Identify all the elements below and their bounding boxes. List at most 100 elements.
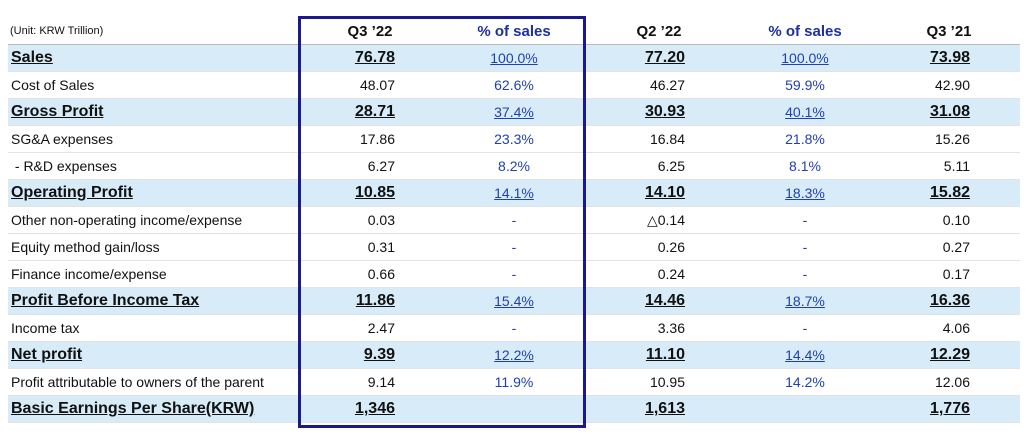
percent-cell: 100.0%: [442, 44, 586, 72]
percent-cell: 14.1%: [442, 179, 586, 207]
table-row: Gross Profit 28.71 37.4% 30.93 40.1% 31.08: [8, 98, 1020, 126]
table-row: Profit attributable to owners of the par…: [8, 368, 1020, 396]
value-cell: 11.86: [298, 287, 442, 315]
row-label: Gross Profit: [8, 98, 298, 126]
percent-cell: -: [442, 314, 586, 342]
table-row: Other non-operating income/expense 0.03 - △…: [8, 206, 1020, 234]
percent-cell: -: [442, 233, 586, 261]
row-label: SG&A expenses: [8, 125, 298, 153]
percent-cell: 12.2%: [442, 341, 586, 369]
value-cell: 17.86: [298, 125, 442, 153]
value-cell: 6.25: [586, 152, 732, 180]
percent-cell: 59.9%: [732, 71, 878, 99]
table-row: Profit Before Income Tax 11.86 15.4% 14.46 1…: [8, 287, 1020, 315]
table-row: Finance income/expense 0.66-0.24-0.17: [8, 260, 1020, 288]
value-cell: 31.08: [878, 98, 1020, 126]
column-header: % of sales: [732, 18, 878, 45]
table-row: Income tax 2.47-3.36-4.06: [8, 314, 1020, 342]
value-cell: 30.93: [586, 98, 732, 126]
percent-cell: 11.9%: [442, 368, 586, 396]
row-label: Income tax: [8, 314, 298, 342]
value-cell: △0.14: [586, 206, 732, 234]
percent-cell: 62.6%: [442, 71, 586, 99]
value-cell: 9.39: [298, 341, 442, 369]
value-cell: 0.03: [298, 206, 442, 234]
unit-label: (Unit: KRW Trillion): [8, 18, 298, 45]
value-cell: 4.06: [878, 314, 1020, 342]
row-label: Basic Earnings Per Share(KRW): [8, 395, 298, 423]
column-header: Q2 ’22: [586, 18, 732, 45]
value-cell: 42.90: [878, 71, 1020, 99]
table-row: SG&A expenses 17.86 23.3% 16.84 21.8% 15.26: [8, 125, 1020, 153]
percent-cell: 15.4%: [442, 287, 586, 315]
percent-cell: 37.4%: [442, 98, 586, 126]
percent-cell: -: [732, 233, 878, 261]
value-cell: 11.10: [586, 341, 732, 369]
value-cell: 15.26: [878, 125, 1020, 153]
value-cell: 1,613: [586, 395, 732, 423]
percent-cell: 40.1%: [732, 98, 878, 126]
value-cell: 0.27: [878, 233, 1020, 261]
row-label: Other non-operating income/expense: [8, 206, 298, 234]
percent-cell: 100.0%: [732, 44, 878, 72]
percent-cell: -: [732, 314, 878, 342]
value-cell: 15.82: [878, 179, 1020, 207]
value-cell: 48.07: [298, 71, 442, 99]
value-cell: 0.24: [586, 260, 732, 288]
value-cell: 12.06: [878, 368, 1020, 396]
value-cell: 0.26: [586, 233, 732, 261]
percent-cell: 18.7%: [732, 287, 878, 315]
table-row: Equity method gain/loss 0.31-0.26-0.27: [8, 233, 1020, 261]
percent-cell: -: [732, 260, 878, 288]
percent-cell: 23.3%: [442, 125, 586, 153]
value-cell: 14.46: [586, 287, 732, 315]
value-cell: 0.31: [298, 233, 442, 261]
row-label: Net profit: [8, 341, 298, 369]
value-cell: 46.27: [586, 71, 732, 99]
percent-cell: 14.2%: [732, 368, 878, 396]
value-cell: 14.10: [586, 179, 732, 207]
value-cell: 5.11: [878, 152, 1020, 180]
column-header: Q3 ’21: [878, 18, 1020, 45]
table-row: Cost of Sales 48.07 62.6% 46.27 59.9% 42.90: [8, 71, 1020, 99]
income-table: (Unit: KRW Trillion) Q3 ’22% of sales Q2 ’…: [8, 18, 1020, 423]
percent-cell: 14.4%: [732, 341, 878, 369]
percent-cell: [442, 395, 586, 423]
row-label: Operating Profit: [8, 179, 298, 207]
value-cell: 9.14: [298, 368, 442, 396]
table-row: Sales 76.78 100.0% 77.20 100.0% 73.98: [8, 44, 1020, 72]
percent-cell: 18.3%: [732, 179, 878, 207]
table-row: Net profit 9.39 12.2% 11.10 14.4% 12.29: [8, 341, 1020, 369]
value-cell: 76.78: [298, 44, 442, 72]
row-label: Profit Before Income Tax: [8, 287, 298, 315]
percent-cell: [732, 395, 878, 423]
value-cell: 16.84: [586, 125, 732, 153]
table-row: Operating Profit 10.85 14.1% 14.10 18.3% 15.8…: [8, 179, 1020, 207]
value-cell: 10.85: [298, 179, 442, 207]
value-cell: 6.27: [298, 152, 442, 180]
row-label: - R&D expenses: [8, 152, 298, 180]
value-cell: 77.20: [586, 44, 732, 72]
row-label: Sales: [8, 44, 298, 72]
value-cell: 1,776: [878, 395, 1020, 423]
table-row: Basic Earnings Per Share(KRW) 1,346 1,613 1…: [8, 395, 1020, 423]
percent-cell: 8.2%: [442, 152, 586, 180]
value-cell: 16.36: [878, 287, 1020, 315]
value-cell: 2.47: [298, 314, 442, 342]
column-header: % of sales: [442, 18, 586, 45]
percent-cell: -: [442, 260, 586, 288]
value-cell: 73.98: [878, 44, 1020, 72]
percent-cell: 21.8%: [732, 125, 878, 153]
row-label: Profit attributable to owners of the par…: [8, 368, 298, 396]
value-cell: 10.95: [586, 368, 732, 396]
row-label: Finance income/expense: [8, 260, 298, 288]
header-row: (Unit: KRW Trillion) Q3 ’22% of sales Q2 ’…: [8, 18, 1020, 45]
percent-cell: -: [732, 206, 878, 234]
value-cell: 0.66: [298, 260, 442, 288]
percent-cell: 8.1%: [732, 152, 878, 180]
value-cell: 0.10: [878, 206, 1020, 234]
row-label: Equity method gain/loss: [8, 233, 298, 261]
value-cell: 12.29: [878, 341, 1020, 369]
column-header: Q3 ’22: [298, 18, 442, 45]
